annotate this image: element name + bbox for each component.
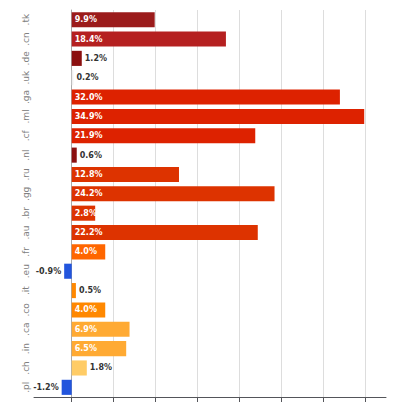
- svg-text:2.8%: 2.8%: [75, 209, 97, 218]
- svg-text:.fr: .fr: [21, 247, 31, 257]
- svg-text:.in: .in: [21, 343, 31, 354]
- svg-text:.ru: .ru: [21, 168, 31, 180]
- svg-text:.it: .it: [21, 286, 31, 295]
- svg-text:24.2%: 24.2%: [75, 189, 103, 198]
- svg-text:4.0%: 4.0%: [75, 247, 97, 256]
- svg-text:0.2%: 0.2%: [76, 73, 98, 82]
- svg-text:.pl: .pl: [21, 382, 31, 393]
- svg-text:12.8%: 12.8%: [75, 170, 103, 179]
- svg-text:.au: .au: [21, 225, 31, 239]
- svg-text:.uk: .uk: [21, 70, 31, 85]
- svg-text:1.8%: 1.8%: [90, 363, 112, 372]
- svg-text:.ca: .ca: [21, 323, 31, 336]
- svg-text:.gg: .gg: [21, 187, 31, 201]
- svg-text:32.0%: 32.0%: [75, 93, 103, 102]
- svg-text:.ch: .ch: [21, 361, 31, 375]
- svg-text:-1.2%: -1.2%: [33, 383, 59, 392]
- svg-text:22.2%: 22.2%: [75, 228, 103, 237]
- svg-text:.de: .de: [21, 51, 31, 66]
- svg-text:21.9%: 21.9%: [75, 131, 103, 140]
- svg-text:.br: .br: [21, 207, 31, 220]
- svg-text:1.2%: 1.2%: [85, 54, 107, 63]
- svg-text:6.5%: 6.5%: [75, 344, 97, 353]
- svg-text:.cn: .cn: [21, 32, 31, 46]
- svg-text:.tk: .tk: [21, 13, 31, 25]
- svg-text:4.0%: 4.0%: [75, 305, 97, 314]
- svg-text:9.9%: 9.9%: [75, 15, 97, 24]
- svg-text:18.4%: 18.4%: [75, 35, 103, 44]
- svg-text:.cf: .cf: [21, 129, 31, 141]
- svg-text:-0.9%: -0.9%: [36, 267, 62, 276]
- svg-text:.nl: .nl: [21, 150, 31, 161]
- svg-text:0.6%: 0.6%: [80, 151, 102, 160]
- svg-text:6.9%: 6.9%: [75, 325, 97, 334]
- svg-text:.eu: .eu: [21, 264, 31, 278]
- svg-text:.ga: .ga: [21, 90, 31, 104]
- svg-text:34.9%: 34.9%: [75, 112, 103, 121]
- svg-text:0.5%: 0.5%: [79, 286, 101, 295]
- svg-text:.ml: .ml: [21, 109, 31, 123]
- svg-text:.co: .co: [21, 303, 31, 317]
